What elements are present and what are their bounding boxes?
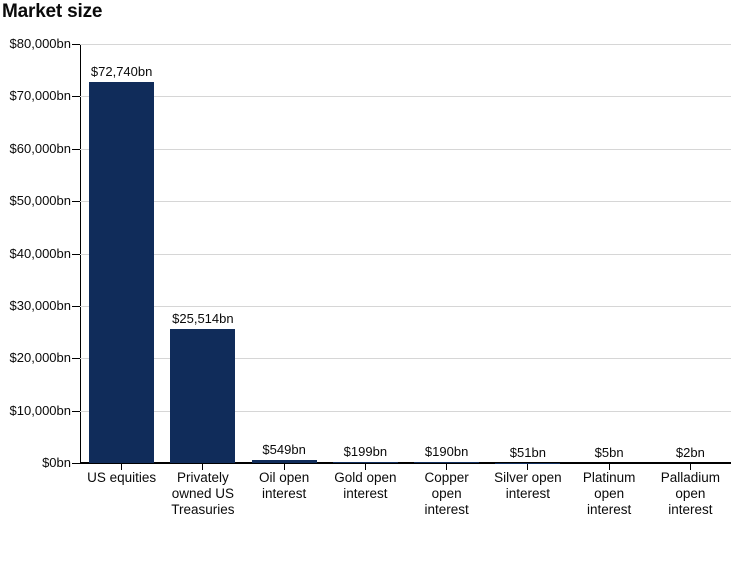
- grid-line: [80, 201, 731, 203]
- bar: [170, 329, 236, 463]
- x-axis-tick: [121, 464, 123, 470]
- bar-value-label: $190bn: [424, 444, 469, 459]
- x-axis-tick: [283, 464, 285, 470]
- x-axis-line: [79, 462, 731, 464]
- category-label: Palladium open interest: [660, 470, 721, 517]
- bar-value-label: $72,740bn: [90, 64, 153, 80]
- y-axis-tick: [72, 96, 80, 98]
- bar-value-label: $199bn: [343, 443, 388, 459]
- bar-value-label: $25,514bn: [172, 311, 234, 327]
- grid-line: [80, 96, 731, 98]
- x-axis-tick: [608, 464, 610, 470]
- grid-line: [80, 358, 731, 360]
- bar: [251, 460, 317, 463]
- x-axis-tick: [364, 464, 366, 470]
- chart-title: Market size: [2, 1, 103, 22]
- y-axis-label: $70,000bn: [9, 88, 71, 104]
- y-axis-label: $50,000bn: [9, 193, 71, 209]
- bar-value-label: $5bn: [594, 444, 624, 460]
- bar-value-label: $2bn: [675, 444, 705, 460]
- category-label: Oil open interest: [258, 470, 310, 501]
- x-axis-tick: [446, 464, 448, 470]
- y-axis-tick: [72, 410, 80, 412]
- bar: [414, 462, 480, 463]
- y-axis-tick: [72, 305, 80, 307]
- grid-line: [80, 305, 731, 307]
- y-axis-label: $0bn: [42, 455, 71, 470]
- y-axis-label: $20,000bn: [9, 350, 71, 366]
- y-axis-label: $60,000bn: [9, 140, 71, 156]
- y-axis-label: $40,000bn: [9, 245, 71, 261]
- y-axis-label: $10,000bn: [9, 402, 71, 418]
- y-axis-tick: [72, 358, 80, 360]
- category-label: Silver open interest: [494, 470, 562, 501]
- bar-value-label: $51bn: [509, 444, 546, 460]
- y-axis-tick: [72, 253, 80, 255]
- y-axis-tick: [72, 463, 80, 464]
- x-axis-tick: [527, 464, 529, 470]
- category-label: US equities: [87, 470, 157, 485]
- bar: [332, 461, 398, 463]
- y-axis-tick: [72, 148, 80, 150]
- category-label: Gold open interest: [334, 470, 397, 501]
- y-axis-label: $30,000bn: [9, 297, 71, 313]
- x-axis-tick: [689, 464, 691, 470]
- grid-line: [80, 410, 731, 412]
- category-label: Privately owned US Treasuries: [171, 470, 235, 517]
- y-axis-tick: [72, 44, 80, 45]
- bar: [89, 82, 155, 463]
- grid-line: [80, 148, 731, 150]
- y-axis-tick: [72, 201, 80, 203]
- x-axis-tick: [202, 464, 204, 470]
- grid-line: [80, 44, 731, 45]
- bar-value-label: $549bn: [262, 442, 306, 458]
- grid-line: [80, 253, 731, 255]
- category-label: Platinum open interest: [582, 470, 636, 517]
- y-axis-label: $80,000bn: [9, 36, 71, 51]
- category-label: Copper open interest: [424, 470, 469, 517]
